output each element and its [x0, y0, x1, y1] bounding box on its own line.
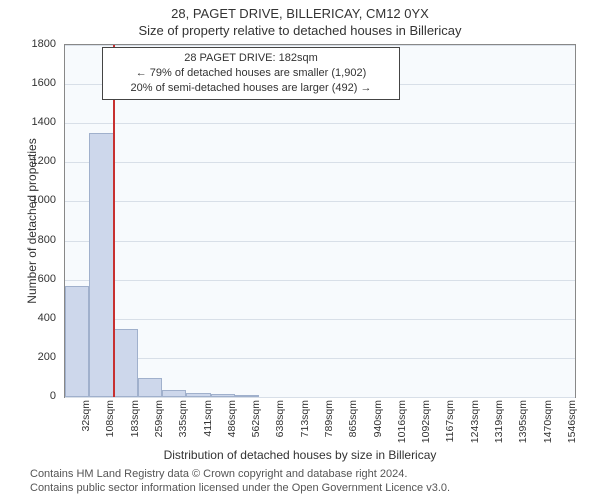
gridline [65, 241, 575, 242]
y-tick-label: 0 [16, 390, 56, 402]
annotation-line: ← 79% of detached houses are smaller (1,… [109, 66, 393, 81]
y-axis-label: Number of detached properties [25, 121, 39, 321]
annotation-line: 20% of semi-detached houses are larger (… [109, 81, 393, 96]
gridline [65, 397, 575, 398]
gridline [65, 280, 575, 281]
annotation-line: 28 PAGET DRIVE: 182sqm [109, 51, 393, 66]
title-main: 28, PAGET DRIVE, BILLERICAY, CM12 0YX [0, 0, 600, 21]
gridline [65, 45, 575, 46]
annotation-box: 28 PAGET DRIVE: 182sqm← 79% of detached … [102, 47, 400, 100]
y-tick-label: 1600 [16, 77, 56, 89]
x-axis-label: Distribution of detached houses by size … [0, 448, 600, 462]
histogram-bar [138, 378, 162, 397]
gridline [65, 162, 575, 163]
histogram-bar [235, 395, 259, 397]
footer-line-1: Contains HM Land Registry data © Crown c… [30, 468, 407, 480]
y-tick-label: 1800 [16, 38, 56, 50]
gridline [65, 319, 575, 320]
gridline [65, 201, 575, 202]
histogram-bar [162, 390, 186, 397]
gridline [65, 123, 575, 124]
gridline [65, 358, 575, 359]
histogram-bar [186, 393, 210, 397]
histogram-bar [211, 394, 235, 397]
histogram-bar [114, 329, 138, 397]
footer-line-2: Contains public sector information licen… [30, 482, 450, 494]
y-tick-label: 200 [16, 351, 56, 363]
histogram-bar [65, 286, 89, 397]
histogram-bar [89, 133, 113, 397]
title-sub: Size of property relative to detached ho… [0, 21, 600, 38]
chart-container: 28, PAGET DRIVE, BILLERICAY, CM12 0YX Si… [0, 0, 600, 500]
